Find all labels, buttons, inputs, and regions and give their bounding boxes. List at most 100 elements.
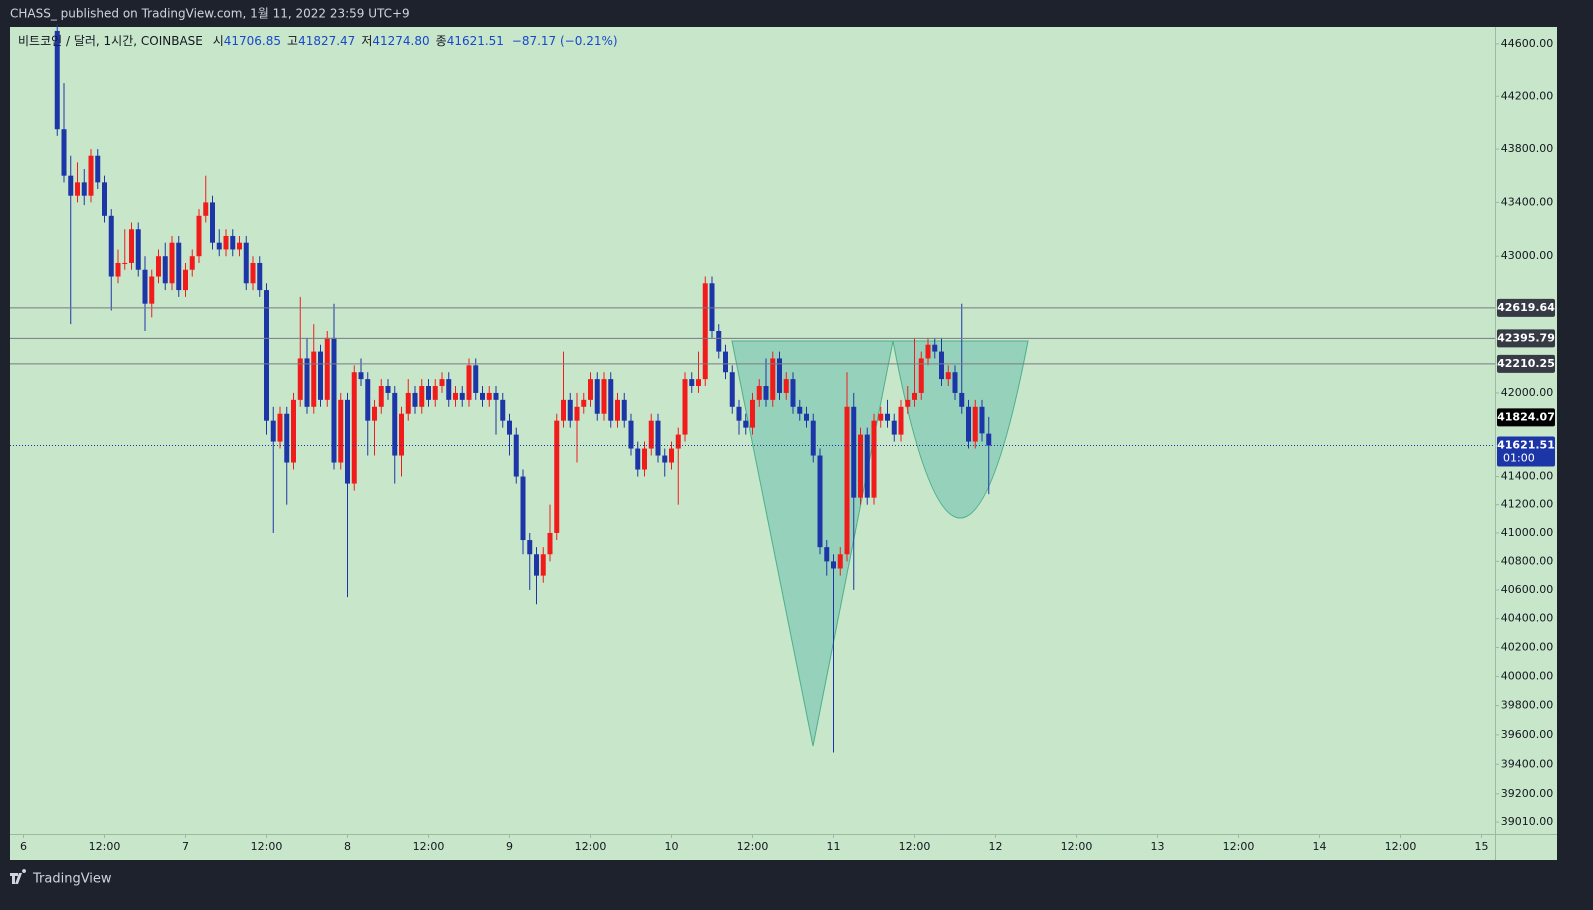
current-price-label: 41621.51 xyxy=(1497,439,1555,452)
candle-body xyxy=(385,386,391,393)
candle-body xyxy=(554,420,560,533)
candle-body xyxy=(142,269,148,304)
candle-body xyxy=(925,344,931,359)
candle-body xyxy=(243,242,249,284)
x-tick-label: 13 xyxy=(1151,840,1165,853)
candle-body xyxy=(304,358,310,407)
footer: TradingView xyxy=(10,869,112,887)
candle-body xyxy=(790,379,796,407)
candle-body xyxy=(230,235,236,250)
candle-body xyxy=(149,276,155,304)
candle-body xyxy=(932,344,938,352)
candle-body xyxy=(223,235,229,250)
candle-body xyxy=(297,358,303,400)
candle-body xyxy=(466,365,472,400)
candle-body xyxy=(358,372,364,380)
candle-body xyxy=(338,399,344,463)
candle-body xyxy=(601,379,607,414)
candle-body xyxy=(169,242,175,284)
candle-body xyxy=(851,406,857,498)
y-tick-label: 39600.00 xyxy=(1501,728,1554,741)
candle-body xyxy=(486,392,492,400)
candle-body xyxy=(196,215,202,257)
y-tick-label: 41200.00 xyxy=(1501,498,1554,511)
candle-body xyxy=(736,406,742,421)
candle-body xyxy=(250,262,256,284)
chart-area xyxy=(10,27,1557,860)
candle-body xyxy=(621,399,627,421)
candle-body xyxy=(547,532,553,555)
candle-body xyxy=(183,269,188,291)
candle-body xyxy=(662,455,668,463)
candle-body xyxy=(837,554,843,569)
candle-body xyxy=(473,365,479,393)
candle-body xyxy=(115,262,121,277)
candle-body xyxy=(216,242,222,250)
candle-body xyxy=(891,420,897,435)
candle-body xyxy=(365,379,371,421)
candle-body xyxy=(351,372,357,484)
candle-body xyxy=(277,413,283,442)
footer-brand: TradingView xyxy=(32,872,112,887)
candle-body xyxy=(642,448,647,470)
candle-body xyxy=(102,182,107,216)
x-tick-label: 9 xyxy=(506,840,513,853)
y-tick-label: 39200.00 xyxy=(1501,787,1554,800)
candle-body xyxy=(453,392,458,400)
candle-body xyxy=(372,406,377,421)
y-tick-label: 41000.00 xyxy=(1501,526,1554,539)
candle-body xyxy=(176,242,182,291)
level-label-box xyxy=(1497,354,1555,373)
candle-body xyxy=(291,399,296,463)
countdown: 01:00 xyxy=(1503,452,1535,465)
candle-body xyxy=(331,337,337,463)
candle-body xyxy=(561,399,566,421)
candle-body xyxy=(507,420,512,435)
candle-body xyxy=(682,379,688,435)
candle-body xyxy=(311,351,317,407)
candle-body xyxy=(412,392,418,407)
candle-body xyxy=(756,386,762,400)
legend-value: 41621.51 xyxy=(447,34,504,48)
y-tick-label: 39800.00 xyxy=(1501,699,1554,712)
candle-body xyxy=(540,554,546,576)
y-tick-label: 40800.00 xyxy=(1501,554,1554,567)
candle-body xyxy=(905,399,911,407)
legend-label: 저 xyxy=(361,34,372,48)
x-tick-label: 7 xyxy=(182,840,189,853)
candle-body xyxy=(972,406,978,442)
candle-body xyxy=(831,561,836,569)
candle-body xyxy=(534,554,539,576)
candle-body xyxy=(918,358,924,393)
candle-body xyxy=(763,386,769,400)
candle-body xyxy=(439,379,445,387)
candle-body xyxy=(858,434,863,498)
candle-body xyxy=(129,229,134,263)
x-tick-label: 15 xyxy=(1475,840,1489,853)
candle-body xyxy=(189,256,195,270)
y-tick-label: 44600.00 xyxy=(1501,37,1554,50)
header: CHASS_ published on TradingView.com, 1월 … xyxy=(10,7,410,21)
legend-value: 41706.85 xyxy=(224,34,281,48)
candle-body xyxy=(675,434,681,449)
candle-body xyxy=(594,379,600,414)
candle-body xyxy=(743,420,749,428)
candle-body xyxy=(824,547,830,562)
change: −87.17 (−0.21%) xyxy=(512,34,618,48)
candle-body xyxy=(54,30,60,130)
candle-body xyxy=(696,379,701,387)
candle-body xyxy=(945,372,951,380)
x-tick-label: 12:00 xyxy=(1061,840,1093,853)
candle-body xyxy=(628,420,634,449)
candle-body xyxy=(493,392,499,400)
level-label: 42395.79 xyxy=(1497,331,1555,344)
candle-body xyxy=(500,399,506,421)
candle-body xyxy=(797,406,803,414)
candle-body xyxy=(723,351,728,373)
legend-label: 고 xyxy=(287,34,298,48)
candle-body xyxy=(520,476,526,541)
candle-body xyxy=(135,229,141,270)
candle-body xyxy=(527,540,533,555)
candle-body xyxy=(615,399,620,421)
